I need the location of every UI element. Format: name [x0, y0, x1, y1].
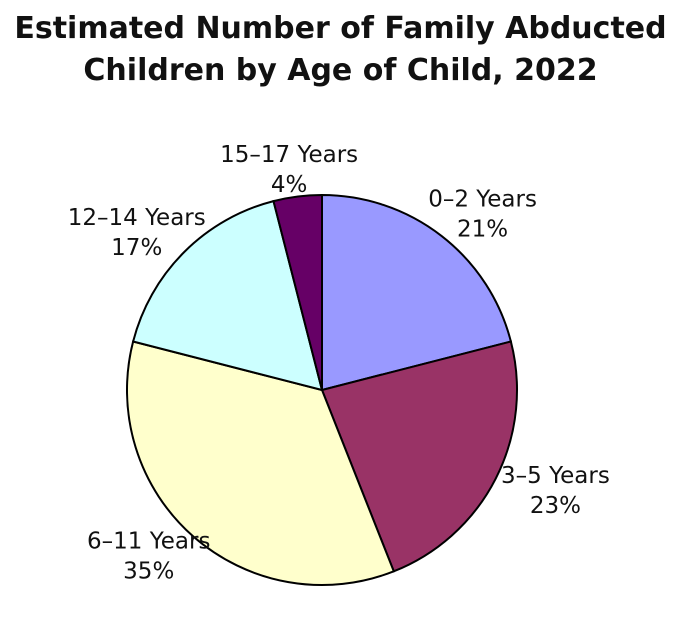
slice-value-label: 17%	[111, 235, 162, 261]
slice-label: 3–5 Years	[501, 463, 610, 489]
slice-label: 0–2 Years	[428, 187, 537, 213]
slice-label: 15–17 Years	[220, 142, 358, 168]
pie-slice	[320, 340, 518, 573]
pie-slice	[131, 199, 324, 392]
slice-value-label: 4%	[271, 172, 308, 198]
pie-slice	[126, 340, 396, 586]
pie-slice	[272, 193, 323, 391]
chart-title: Estimated Number of Family Abducted Chil…	[14, 11, 667, 88]
slice-value-label: 21%	[457, 217, 508, 243]
slice-value-label: 23%	[530, 493, 581, 519]
pie-slice	[321, 193, 513, 392]
slice-label: 12–14 Years	[68, 205, 206, 231]
slice-value-label: 35%	[123, 559, 174, 585]
slice-label: 6–11 Years	[87, 529, 210, 555]
